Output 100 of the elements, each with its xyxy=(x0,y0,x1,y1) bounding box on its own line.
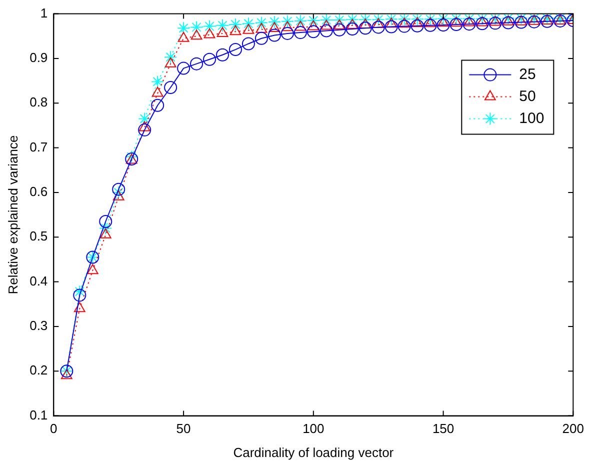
y-tick-label: 1 xyxy=(40,5,48,20)
legend-label: 50 xyxy=(519,88,536,105)
point xyxy=(308,20,320,30)
point xyxy=(384,14,398,26)
point xyxy=(99,215,112,228)
point xyxy=(398,14,411,26)
point xyxy=(358,14,372,26)
point xyxy=(190,20,204,34)
point xyxy=(398,20,411,33)
point xyxy=(514,16,528,29)
point xyxy=(320,14,333,27)
point xyxy=(242,24,254,34)
point xyxy=(280,14,294,28)
point xyxy=(294,20,306,31)
point xyxy=(412,17,424,28)
point xyxy=(294,14,307,28)
y-tick-label: 0.5 xyxy=(30,228,48,244)
point xyxy=(410,19,424,32)
point xyxy=(256,22,268,33)
y-axis-title: Relative explained variance xyxy=(5,135,20,294)
point xyxy=(346,14,359,26)
point xyxy=(386,18,398,28)
point xyxy=(282,21,294,32)
point xyxy=(112,186,126,199)
point xyxy=(294,26,307,40)
x-tick-label: 50 xyxy=(176,421,191,436)
point xyxy=(410,14,424,26)
x-tick-label: 200 xyxy=(562,421,584,436)
point xyxy=(436,14,450,26)
point xyxy=(464,16,475,26)
point xyxy=(254,32,268,45)
point xyxy=(476,16,488,26)
point xyxy=(450,18,463,32)
point xyxy=(204,28,216,38)
point xyxy=(372,14,385,26)
point xyxy=(190,30,202,40)
point xyxy=(424,18,437,32)
point xyxy=(177,22,190,35)
y-tick-label: 0.1 xyxy=(30,407,48,422)
point xyxy=(138,121,150,132)
point xyxy=(462,18,476,31)
point xyxy=(178,32,190,42)
point xyxy=(424,14,437,26)
point xyxy=(228,43,242,56)
point xyxy=(372,18,384,28)
point xyxy=(332,14,346,27)
point xyxy=(254,16,268,30)
point xyxy=(216,48,230,62)
point xyxy=(203,52,216,66)
point xyxy=(164,50,178,64)
point xyxy=(190,57,204,70)
point xyxy=(502,16,515,30)
point xyxy=(268,22,280,32)
point xyxy=(268,15,281,28)
point xyxy=(334,19,346,30)
x-tick-label: 150 xyxy=(432,421,454,436)
x-axis-title: Cardinality of loading vector xyxy=(233,444,394,460)
point xyxy=(99,222,112,235)
point xyxy=(280,26,294,40)
point xyxy=(320,20,332,30)
point xyxy=(438,16,449,27)
point xyxy=(151,75,164,88)
point xyxy=(540,14,554,28)
point xyxy=(306,25,320,38)
point xyxy=(332,23,346,36)
point xyxy=(242,37,255,50)
point xyxy=(73,288,86,302)
point xyxy=(306,14,320,27)
point xyxy=(164,81,178,94)
point xyxy=(203,20,216,33)
y-tick-label: 0.6 xyxy=(30,184,48,200)
point xyxy=(151,98,164,112)
point xyxy=(346,18,358,29)
point xyxy=(216,18,230,32)
point xyxy=(268,28,281,42)
point xyxy=(152,86,164,97)
point xyxy=(74,302,86,312)
point xyxy=(450,14,463,26)
x-tick-label: 100 xyxy=(302,421,324,436)
y-tick-label: 0.9 xyxy=(30,50,48,66)
legend-label: 25 xyxy=(519,66,536,83)
point xyxy=(100,228,112,238)
point xyxy=(398,18,410,28)
point xyxy=(60,369,72,380)
point xyxy=(138,112,152,126)
point xyxy=(450,16,462,27)
legend-label: 100 xyxy=(519,110,544,127)
point xyxy=(346,22,359,36)
point xyxy=(112,182,126,196)
point xyxy=(528,15,541,28)
point xyxy=(138,123,152,136)
point xyxy=(488,16,502,30)
point xyxy=(360,18,372,28)
point xyxy=(177,62,190,75)
point xyxy=(372,20,385,34)
point xyxy=(320,24,333,38)
x-tick-label: 0 xyxy=(50,421,58,436)
y-tick-label: 0.3 xyxy=(30,318,48,334)
point xyxy=(242,17,255,30)
point xyxy=(112,190,124,200)
